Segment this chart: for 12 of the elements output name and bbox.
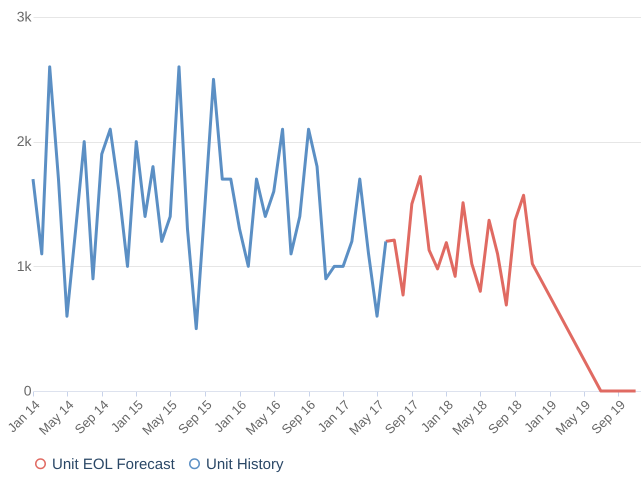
line-series bbox=[32, 65, 388, 330]
x-tick-label: Sep 18 bbox=[485, 397, 525, 437]
y-tick-label: 0 bbox=[24, 382, 32, 398]
x-tick-label: Sep 16 bbox=[278, 397, 318, 437]
x-tick-label: Sep 19 bbox=[588, 397, 628, 437]
y-tick-label: 1k bbox=[16, 258, 32, 274]
y-tick-label: 2k bbox=[16, 133, 32, 150]
y-tick-label: 3k bbox=[16, 8, 32, 24]
x-tick-label: Sep 17 bbox=[382, 397, 422, 437]
line-series bbox=[384, 175, 638, 392]
legend-label: Unit History bbox=[206, 456, 284, 473]
legend-label: Unit EOL Forecast bbox=[52, 456, 176, 473]
